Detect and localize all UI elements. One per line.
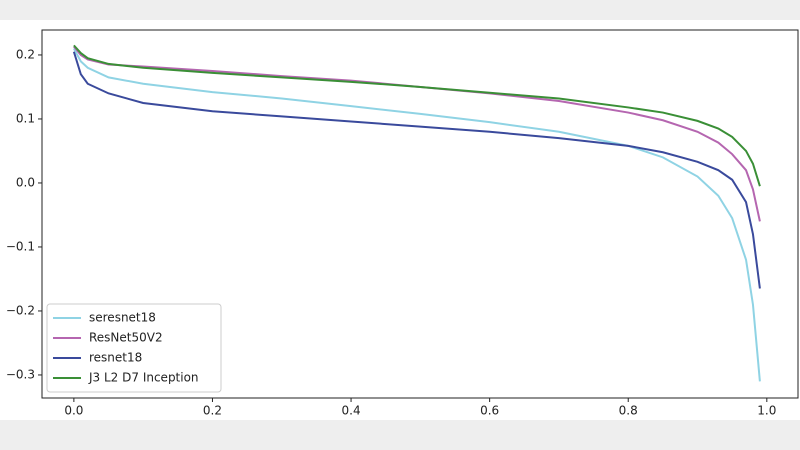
y-tick-label: −0.1 xyxy=(6,239,35,253)
x-tick-label: 1.0 xyxy=(757,404,776,418)
x-tick-label: 0.6 xyxy=(480,404,499,418)
y-tick-label: 0.1 xyxy=(16,111,35,125)
series-line xyxy=(73,48,761,382)
y-tick-label: 0.0 xyxy=(16,175,35,189)
x-tick-label: 0.0 xyxy=(64,404,83,418)
series-line xyxy=(72,51,761,289)
y-tick-label: −0.3 xyxy=(6,367,35,381)
legend-box xyxy=(46,303,222,393)
series-line xyxy=(73,44,761,187)
plot-frame xyxy=(41,29,799,399)
legend-label: seresnet18 xyxy=(89,311,156,325)
x-tick-label: 0.4 xyxy=(342,404,361,418)
y-tick-label: −0.2 xyxy=(6,303,35,317)
legend-label: ResNet50V2 xyxy=(89,331,163,345)
legend-label: resnet18 xyxy=(89,351,142,365)
plot: 0.0 0.2 0.4 0.6 0.8 1.0 −0.3 −0.2 −0.1 0.0 0.1 0.2 s… xyxy=(6,29,799,418)
top-band xyxy=(0,0,800,20)
bottom-band xyxy=(0,420,800,450)
x-tick-label: 0.8 xyxy=(619,404,638,418)
x-tick-label: 0.2 xyxy=(203,404,222,418)
legend-label: J3 L2 D7 Inception xyxy=(88,371,199,385)
y-tick-label: 0.2 xyxy=(16,47,35,61)
